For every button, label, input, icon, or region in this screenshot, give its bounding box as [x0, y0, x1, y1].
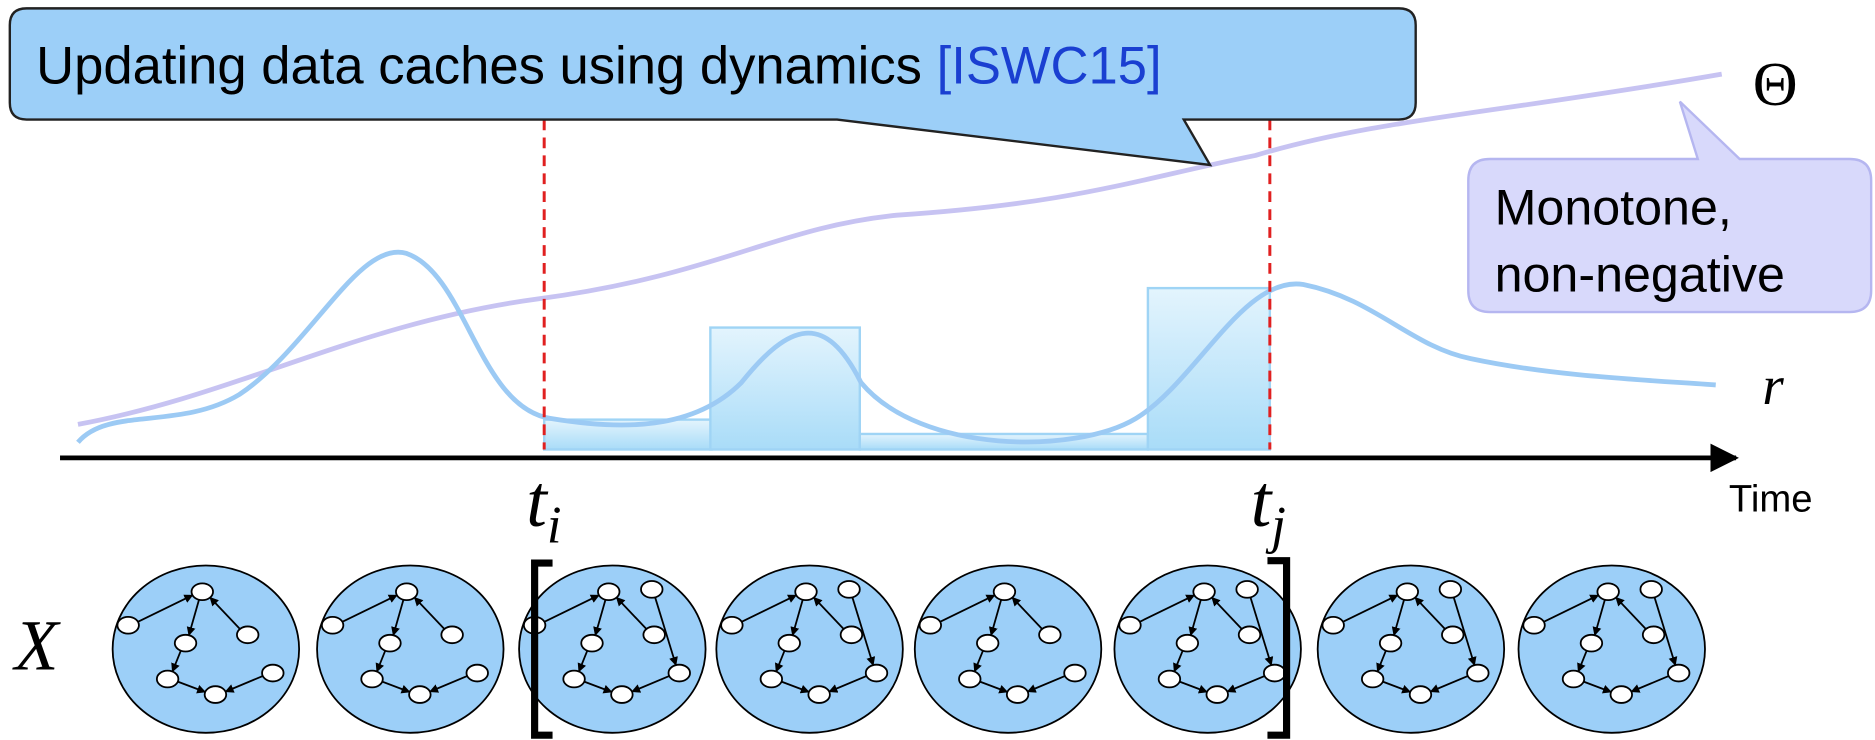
title-text: Updating data caches using dynamics — [36, 37, 922, 96]
graph-node — [1410, 686, 1432, 703]
callout-line: Monotone, — [1495, 180, 1732, 236]
graph-node — [157, 671, 179, 688]
r-label: r — [1762, 355, 1784, 416]
graph-node — [1007, 686, 1029, 703]
graph-node — [643, 626, 665, 643]
graph-node — [1064, 665, 1086, 682]
ti-label: ti — [526, 461, 561, 555]
callout-line: non-negative — [1495, 247, 1785, 303]
graph-node — [1193, 583, 1215, 600]
graph-snapshot — [1114, 565, 1300, 732]
ti-sub: i — [547, 497, 562, 555]
graph-node — [1581, 635, 1603, 652]
graph-node — [1264, 665, 1286, 682]
graph-node — [466, 665, 488, 682]
graph-snapshot — [1519, 565, 1705, 732]
graph-node — [396, 583, 418, 600]
graph-node — [1177, 635, 1199, 652]
graph-node — [1668, 665, 1690, 682]
graph-snapshot — [113, 565, 299, 732]
x-label: X — [12, 605, 62, 685]
graph-node — [1159, 671, 1181, 688]
graph-snapshots — [113, 565, 1705, 732]
graph-node — [1442, 626, 1464, 643]
graph-node — [994, 583, 1016, 600]
graph-node — [262, 665, 284, 682]
graph-node — [808, 686, 830, 703]
graph-node — [1039, 626, 1061, 643]
graph-node — [795, 583, 817, 600]
graph-node — [1467, 665, 1489, 682]
graph-node — [379, 635, 401, 652]
graph-node — [598, 583, 620, 600]
graph-snapshot — [1318, 565, 1504, 732]
graph-snapshot — [716, 565, 902, 732]
graph-node — [1597, 583, 1619, 600]
graph-node — [563, 671, 585, 688]
citation: [ISWC15] — [937, 37, 1162, 96]
graph-node — [1397, 583, 1419, 600]
graph-node — [838, 581, 860, 598]
tj-base: t — [1251, 461, 1274, 543]
graph-node — [581, 635, 603, 652]
graph-node — [1236, 581, 1258, 598]
title: Updating data caches using dynamics [ISW… — [36, 37, 1162, 96]
time-label: Time — [1729, 478, 1813, 521]
tj-label: tj — [1251, 461, 1286, 555]
graph-node — [1119, 617, 1141, 634]
graph-node — [1611, 686, 1633, 703]
graph-node — [761, 671, 783, 688]
graph-node — [192, 583, 214, 600]
graph-node — [1206, 686, 1228, 703]
graph-node — [669, 665, 691, 682]
graph-node — [361, 671, 383, 688]
graph-node — [117, 617, 139, 634]
graph-snapshot — [915, 565, 1101, 732]
graph-node — [1640, 581, 1662, 598]
graph-node — [441, 626, 463, 643]
graph-node — [175, 635, 197, 652]
graph-node — [1563, 671, 1585, 688]
graph-node — [641, 581, 663, 598]
graph-node — [959, 671, 981, 688]
graph-node — [1643, 626, 1665, 643]
page: {"header": {"title": "Updating data cach… — [0, 0, 1875, 740]
graph-node — [866, 665, 888, 682]
graph-node — [409, 686, 431, 703]
graph-node — [237, 626, 259, 643]
diagram: Updating data caches using dynamics [ISW… — [0, 0, 1875, 740]
graph-node — [1322, 617, 1344, 634]
ti-base: t — [526, 461, 549, 543]
graph-node — [1239, 626, 1261, 643]
theta-label: Θ — [1753, 51, 1798, 119]
graph-node — [322, 617, 344, 634]
graph-node — [920, 617, 942, 634]
graph-node — [779, 635, 801, 652]
graph-node — [1362, 671, 1384, 688]
graph-node — [721, 617, 743, 634]
graph-snapshot — [317, 565, 503, 732]
graph-node — [1523, 617, 1545, 634]
graph-snapshot — [519, 565, 705, 732]
graph-node — [841, 626, 863, 643]
graph-node — [1380, 635, 1402, 652]
graph-node — [205, 686, 227, 703]
graph-node — [977, 635, 999, 652]
graph-node — [1440, 581, 1462, 598]
graph-node — [611, 686, 633, 703]
